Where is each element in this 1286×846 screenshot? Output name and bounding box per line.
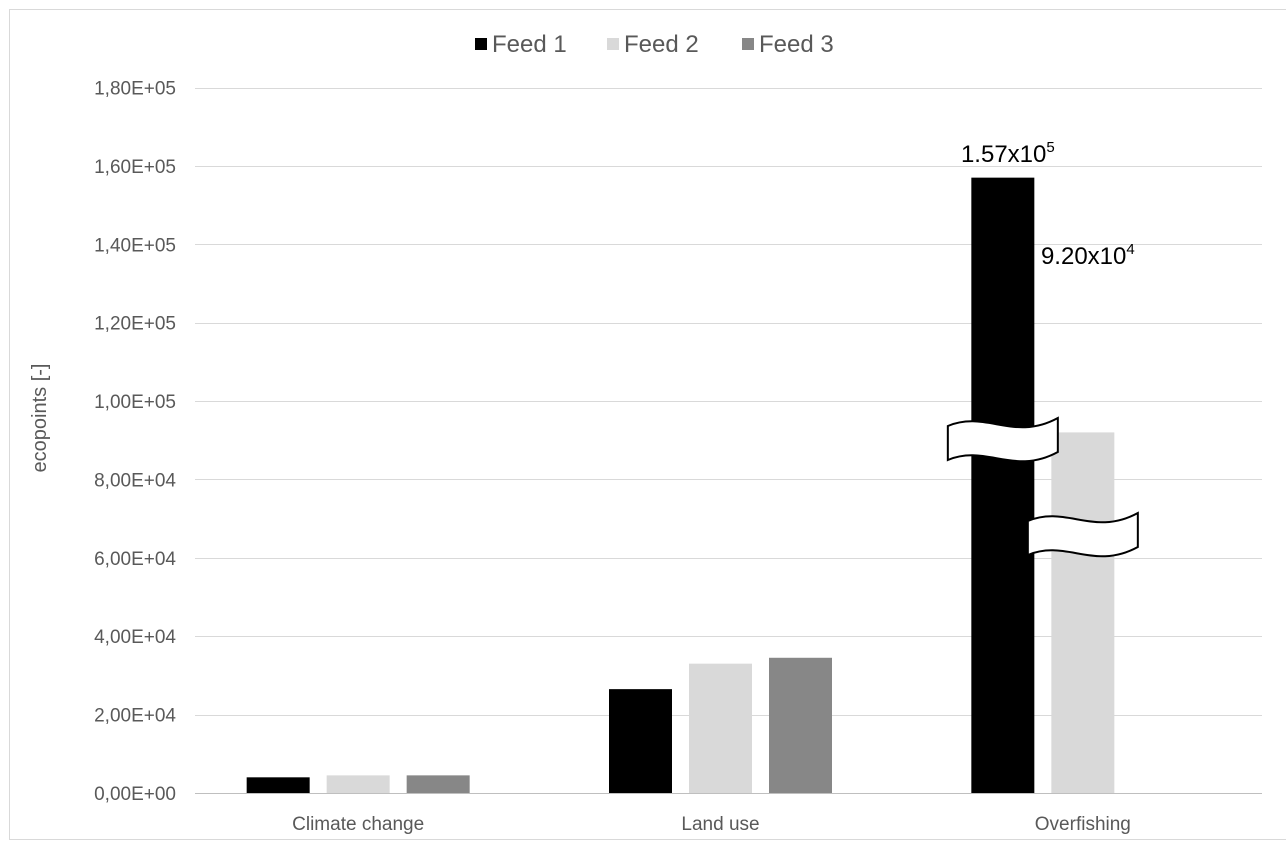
bar (327, 775, 390, 793)
y-tick-label: 8,00E+04 (94, 470, 176, 491)
legend-swatch (742, 38, 754, 50)
y-tick-label: 1,80E+05 (94, 79, 176, 100)
legend: Feed 1 Feed 2 Feed 3 (475, 31, 834, 58)
y-tick-label: 1,20E+05 (94, 314, 176, 335)
bar-value-annotation: 9.20x104 (1041, 241, 1135, 270)
bar (609, 689, 672, 793)
bar (971, 178, 1034, 793)
axis-break-mark (1028, 513, 1138, 556)
x-category-label: Overfishing (1035, 814, 1131, 835)
x-category-label: Land use (681, 814, 759, 835)
legend-label: Feed 2 (624, 31, 699, 58)
y-tick-label: 1,00E+05 (94, 392, 176, 413)
legend-swatch (475, 38, 487, 50)
bar (769, 658, 832, 793)
y-tick-label: 2,00E+04 (94, 706, 176, 727)
bar-value-annotation: 1.57x105 (961, 139, 1055, 168)
legend-swatch (607, 38, 619, 50)
y-tick-label: 1,60E+05 (94, 157, 176, 178)
bar (1051, 432, 1114, 793)
legend-label: Feed 3 (759, 31, 834, 58)
bar (689, 664, 752, 793)
y-axis-label: ecopoints [-] (29, 364, 51, 473)
bar (247, 777, 310, 793)
y-tick-label: 1,40E+05 (94, 235, 176, 256)
bar (407, 775, 470, 793)
y-tick-label: 6,00E+04 (94, 549, 176, 570)
legend-label: Feed 1 (492, 31, 567, 58)
y-tick-label: 0,00E+00 (94, 784, 176, 805)
x-category-label: Climate change (292, 814, 424, 835)
y-tick-label: 4,00E+04 (94, 627, 176, 648)
axis-break-mark (948, 418, 1058, 461)
